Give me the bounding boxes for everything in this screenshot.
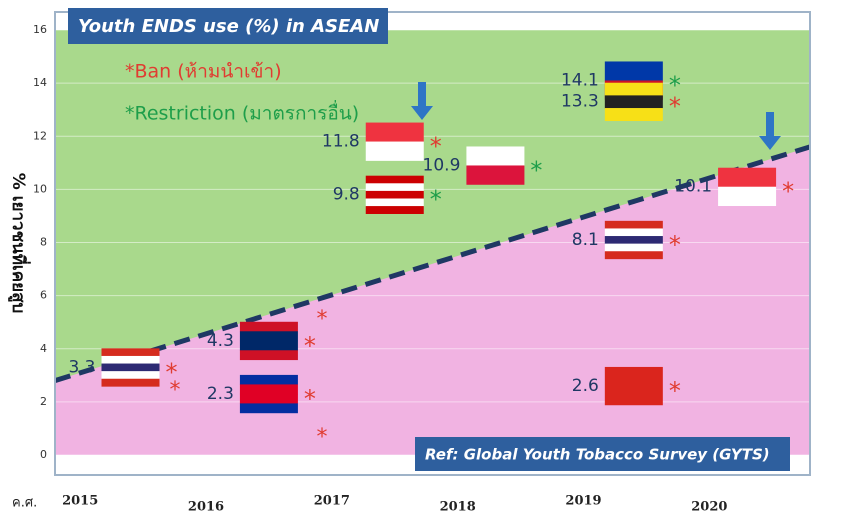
y-tick-label: 6 (40, 289, 47, 302)
x-tick-label: 2016 (188, 500, 224, 515)
arrow (759, 112, 781, 150)
flag-stripe (239, 403, 298, 414)
flag-stripe (239, 374, 298, 385)
flag (101, 348, 160, 387)
policy-marker: * (669, 71, 681, 99)
flag (466, 146, 525, 185)
y-tick-label: 14 (33, 76, 47, 89)
source-box (415, 437, 790, 471)
flag-stripe (604, 95, 663, 109)
policy-marker: * (669, 231, 681, 259)
legend-entry: *Restriction (มาตรการอื่น) (125, 100, 359, 125)
x-tick-label: 2020 (691, 500, 727, 515)
arrow (411, 82, 433, 120)
flag-stripe (604, 82, 663, 96)
asterisk: * (317, 425, 328, 450)
y-tick-label: 2 (40, 395, 47, 408)
flag (604, 220, 663, 260)
value-label: 14.1 (561, 70, 599, 90)
flag-stripe (604, 236, 663, 244)
policy-marker: * (669, 377, 681, 405)
flag-stripe (365, 198, 424, 207)
flag-stripe (604, 228, 663, 237)
flag-stripe (365, 183, 424, 192)
policy-marker: * (304, 332, 316, 360)
flag-stripe (718, 186, 777, 207)
flag-stripe (604, 243, 663, 252)
x-tick-label: 2019 (565, 494, 601, 509)
flag-stripe (718, 167, 777, 188)
chart-title: Youth ENDS use (%) in ASEAN (78, 16, 379, 37)
trend-line (55, 144, 810, 384)
y-tick-label: 8 (40, 236, 47, 249)
flag-stripe (101, 378, 160, 387)
legend-entry: *Ban (ห้ามนำเข้า) (125, 61, 282, 83)
flag-stripe (239, 393, 298, 404)
flag-stripe (604, 61, 663, 81)
flag (604, 366, 663, 406)
flag (239, 374, 298, 414)
flag-stripe (604, 108, 663, 122)
title-box (68, 8, 388, 44)
flag (718, 167, 777, 207)
flag-stripe (365, 206, 424, 214)
flag-stripe (466, 165, 525, 185)
flag-stripe (239, 384, 298, 395)
y-axis-label: % เยาวชนที่เคยสูบ (7, 173, 31, 314)
asterisk: * (317, 307, 328, 332)
flag-stripe (365, 141, 424, 161)
policy-marker: * (430, 133, 442, 161)
value-label: 9.8 (333, 185, 360, 205)
y-tick-label: 16 (33, 23, 47, 36)
flag-stripe (604, 366, 663, 406)
policy-marker: * (530, 156, 542, 184)
flag-stripe (101, 355, 160, 364)
flag-stripe (466, 146, 525, 166)
flag-stripe (101, 348, 160, 357)
flag-stripe (239, 350, 298, 361)
y-tick-label: 0 (40, 448, 47, 461)
flag-stripe (239, 321, 298, 332)
flag-stripe (239, 331, 298, 342)
value-label: 13.3 (561, 92, 599, 112)
value-label: 11.8 (322, 132, 360, 152)
policy-marker: * (304, 385, 316, 413)
policy-marker: * (166, 358, 178, 386)
value-label: 10.9 (423, 155, 461, 175)
value-label: 4.3 (207, 331, 234, 351)
flag (365, 122, 424, 161)
flag (365, 175, 424, 214)
x-tick-label: 2018 (440, 500, 476, 515)
value-label: 2.3 (207, 384, 234, 404)
value-label: 8.1 (572, 230, 599, 250)
value-label: 2.6 (572, 376, 599, 396)
plot-frame (54, 11, 811, 476)
y-tick-label: 12 (33, 129, 47, 142)
flag-stripe (604, 220, 663, 229)
y-tick-label: 10 (33, 182, 47, 195)
flag-stripe (101, 371, 160, 380)
flag-stripe (365, 122, 424, 142)
flag-stripe (604, 251, 663, 260)
policy-marker: * (782, 178, 794, 206)
flag-stripe (101, 363, 160, 372)
x-axis-label: ค.ศ. (12, 496, 37, 511)
source: Ref: Global Youth Tobacco Survey (GYTS) (425, 446, 770, 464)
flag-stripe (365, 190, 424, 199)
value-label: 3.3 (68, 357, 95, 377)
asterisk: * (170, 378, 181, 403)
flag-stripe (239, 340, 298, 351)
flag (604, 82, 663, 122)
x-tick-label: 2017 (314, 494, 350, 509)
policy-marker: * (430, 186, 442, 214)
policy-marker: * (669, 93, 681, 121)
flag (239, 321, 298, 361)
y-tick-label: 4 (40, 342, 47, 355)
flag-stripe (365, 175, 424, 184)
x-tick-label: 2015 (62, 494, 98, 509)
value-label: 10.1 (674, 177, 712, 197)
